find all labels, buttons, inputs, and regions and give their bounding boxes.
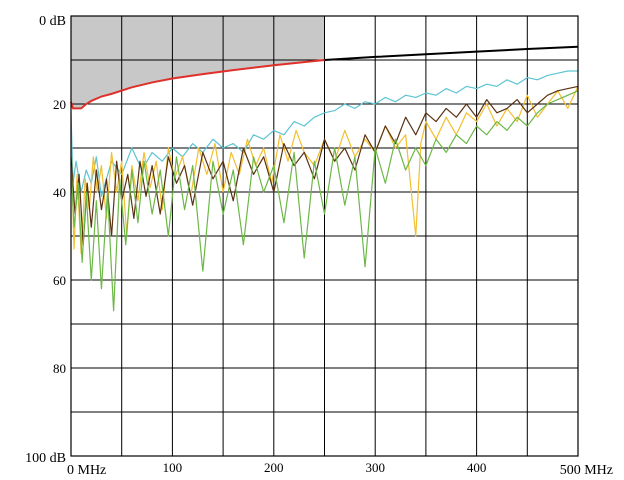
series-line-2 bbox=[70, 86, 579, 255]
x-tick-label: 200 bbox=[264, 460, 284, 475]
shaded-limit-region bbox=[71, 16, 325, 109]
series-line-4 bbox=[70, 90, 579, 312]
limit-line bbox=[70, 45, 579, 110]
y-tick-label: 0 dB bbox=[39, 14, 66, 29]
series-lines bbox=[70, 70, 579, 312]
series-line-1 bbox=[70, 70, 578, 197]
x-tick-label: 400 bbox=[467, 460, 487, 475]
x-tick-label: 100 bbox=[163, 460, 183, 475]
limit-line-red bbox=[70, 59, 325, 110]
y-tick-label: 60 bbox=[53, 273, 66, 288]
y-tick-labels: 0 dB 20 40 60 80 100 dB bbox=[25, 14, 66, 466]
x-tick-label: 500 MHz bbox=[560, 463, 613, 478]
plot-frame bbox=[70, 15, 579, 457]
y-tick-label: 40 bbox=[53, 185, 66, 200]
x-tick-label: 300 bbox=[365, 460, 385, 475]
limit-line-black bbox=[324, 45, 579, 61]
y-tick-label: 100 dB bbox=[25, 451, 66, 466]
series-line-3 bbox=[70, 85, 579, 246]
plot-border bbox=[70, 15, 579, 457]
x-tick-label: 0 MHz bbox=[67, 463, 106, 478]
y-tick-label: 80 bbox=[53, 361, 66, 376]
shaded-area bbox=[71, 16, 325, 109]
y-tick-label: 20 bbox=[53, 97, 66, 112]
x-tick-labels: 0 MHz 100 200 300 400 500 MHz bbox=[67, 460, 613, 478]
